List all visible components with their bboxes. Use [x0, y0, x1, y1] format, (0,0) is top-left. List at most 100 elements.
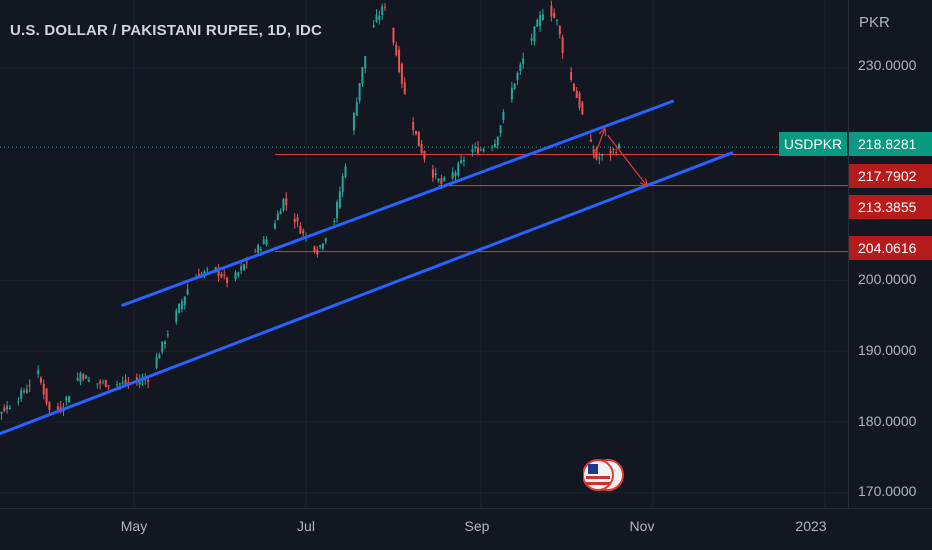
candle-body [45, 388, 48, 404]
forecast-arrows [593, 127, 648, 187]
candle-body [454, 172, 457, 177]
candle-body [25, 389, 28, 393]
candle-body [415, 130, 417, 135]
candle-body [412, 122, 415, 130]
candle-body [550, 5, 553, 17]
candle-body [358, 83, 361, 101]
candle-body [6, 405, 9, 410]
candle-body [460, 160, 463, 164]
candle-body [183, 296, 186, 306]
candle-body [493, 143, 496, 148]
chart-grid [0, 0, 932, 509]
candle-body [240, 266, 243, 271]
candle-body [462, 159, 465, 162]
candle-body [274, 223, 276, 229]
candle-body [530, 38, 533, 41]
price-tick: 190.0000 [858, 342, 917, 358]
candle-body [180, 301, 183, 310]
candle-body [321, 243, 324, 249]
candle-body [226, 277, 229, 284]
candle-body [293, 218, 296, 223]
candle-body [186, 289, 189, 295]
candle-body [56, 406, 59, 410]
candle-body [282, 198, 285, 211]
candle-body [355, 102, 358, 116]
candle-body [116, 384, 119, 386]
candle-body [378, 15, 381, 21]
candle-body [242, 264, 245, 270]
candle-body [28, 385, 31, 387]
candle-body [220, 273, 223, 278]
arrow-head [598, 127, 606, 135]
candle-body [175, 310, 178, 323]
candle-body [127, 382, 130, 384]
candle-body [203, 271, 206, 275]
candle-body [237, 272, 240, 276]
price-axis-separator [848, 0, 849, 508]
candle-body [121, 382, 124, 384]
candle-body [556, 20, 558, 22]
trendline [121, 99, 675, 307]
candle-body [403, 82, 406, 95]
candle-body [42, 383, 45, 395]
candle-body [107, 385, 110, 387]
candle-body [178, 303, 181, 313]
arrow-shaft [593, 127, 606, 159]
candle-body [76, 377, 79, 381]
candle-body [336, 202, 339, 219]
candle-body [417, 131, 420, 147]
arrow-head [604, 128, 607, 137]
candle-body [581, 102, 584, 115]
candle-body [341, 176, 344, 192]
candle-body [372, 24, 375, 28]
candle-body [561, 37, 564, 54]
candle-body [533, 26, 536, 42]
candle-body [615, 152, 618, 154]
currency-label: PKR [859, 14, 890, 31]
candle-body [451, 172, 454, 179]
candle-body [522, 58, 525, 65]
candle-body [8, 407, 11, 410]
candle-body [23, 391, 26, 393]
candle-body [124, 379, 127, 385]
candle-body [0, 411, 3, 414]
candle-body [164, 341, 167, 345]
candle-body [598, 157, 601, 160]
candle-body [344, 166, 347, 178]
price-tick: 170.0000 [858, 483, 917, 499]
candle-body [572, 83, 575, 91]
time-tick: Sep [464, 518, 490, 534]
candle-body [262, 239, 265, 245]
candle-body [324, 238, 327, 242]
candle-body [443, 177, 446, 181]
candle-body [37, 370, 40, 375]
candle-body [437, 178, 440, 182]
candle-body [259, 249, 262, 251]
candle-body [618, 144, 621, 149]
candle-body [223, 274, 226, 276]
candle-body [87, 379, 90, 382]
candle-body [479, 149, 482, 151]
candle-body [285, 198, 288, 206]
candle-body [279, 211, 282, 215]
candle-body [482, 149, 485, 152]
us-flag-icon[interactable] [582, 457, 625, 493]
candle-body [245, 261, 248, 263]
candle-body [3, 407, 6, 411]
arrow-head [639, 182, 648, 187]
level-badge: 217.7902 [849, 164, 932, 188]
candle-body [48, 401, 51, 410]
candle-body [589, 139, 592, 142]
time-tick: Nov [629, 518, 655, 534]
candle-body [319, 245, 322, 247]
candle-body [434, 173, 437, 176]
candle-body [20, 390, 23, 399]
candle-body [39, 377, 42, 383]
candle-body [516, 72, 519, 81]
candle-body [161, 341, 164, 352]
candle-body [138, 380, 141, 385]
level-badge: 204.0616 [849, 236, 932, 260]
candle-body [383, 6, 386, 8]
